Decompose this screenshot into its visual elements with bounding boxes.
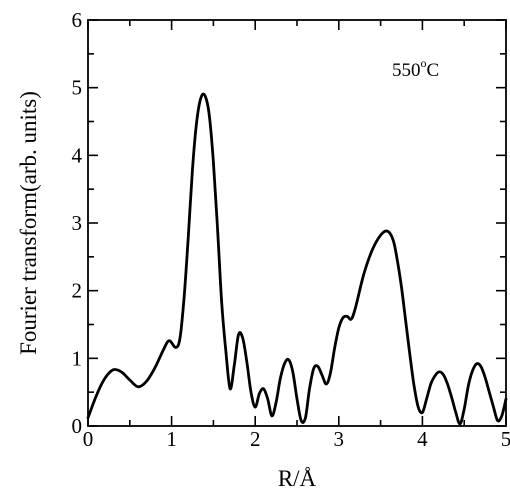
y-axis-title: Fourier transform(arb. units): [16, 91, 41, 355]
annotation-temperature-sup: o: [421, 56, 427, 70]
tick-marks: [87, 19, 507, 427]
x-tick-label: 0: [83, 427, 94, 451]
y-tick-label: 0: [72, 414, 83, 438]
x-tick-label: 1: [166, 427, 177, 451]
series-line: [86, 92, 508, 426]
annotation-temperature-base: 550: [392, 60, 421, 81]
y-tick-label: 3: [72, 211, 83, 235]
y-tick-label: 2: [72, 279, 83, 303]
y-tick-label: 5: [72, 76, 83, 100]
y-tick-label: 6: [72, 8, 83, 32]
annotation-temperature: 550oC: [392, 56, 439, 81]
annotation-temperature-unit: C: [427, 60, 440, 81]
x-tick-label: 2: [250, 427, 261, 451]
y-tick-label: 4: [72, 143, 83, 167]
x-tick-label: 4: [417, 427, 428, 451]
x-tick-label: 3: [334, 427, 345, 451]
y-tick-label: 1: [72, 346, 83, 370]
x-tick-label: 5: [501, 427, 510, 451]
plot-frame: [87, 19, 507, 427]
x-axis-title: R/Å: [278, 466, 317, 491]
tick-labels: 0 1 2 3 4 5 0 1 2 3 4 5 6: [72, 8, 510, 451]
